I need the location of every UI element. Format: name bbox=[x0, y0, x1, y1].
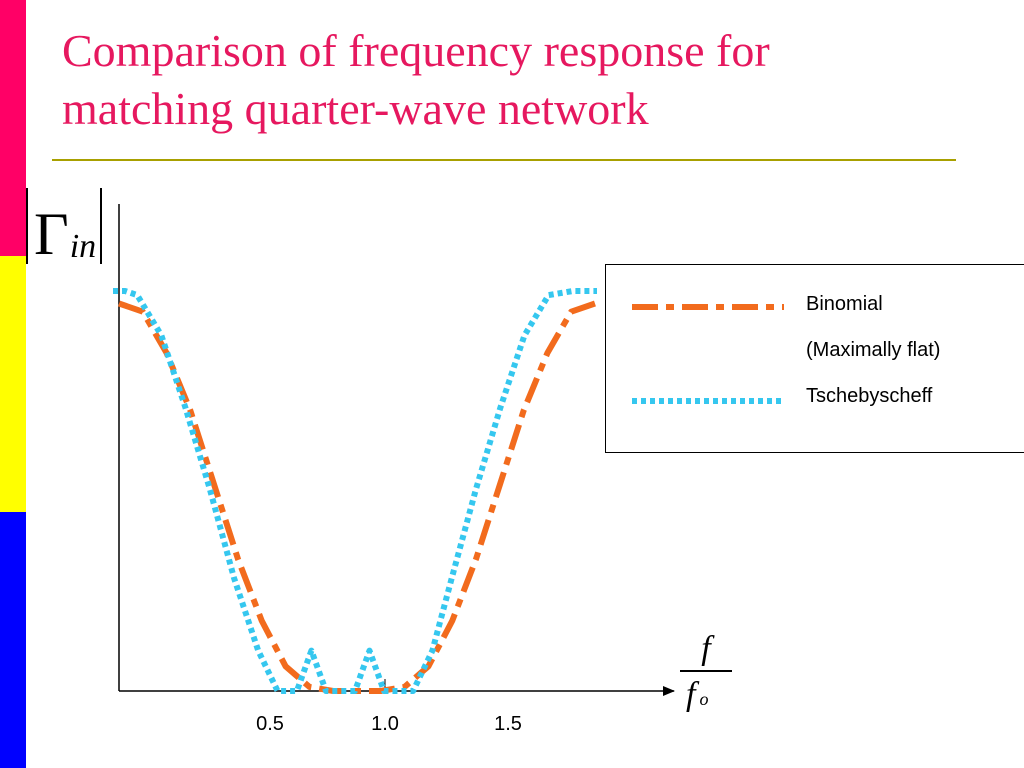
legend-label-binomial-subtitle: (Maximally flat) bbox=[806, 339, 941, 361]
gamma-subscript: in bbox=[69, 228, 97, 265]
legend-label-tschebyscheff: Tschebyscheff bbox=[806, 385, 933, 407]
side-bar-pink bbox=[0, 0, 26, 256]
abs-bar-right bbox=[100, 188, 103, 264]
x-tick-label: 1.0 bbox=[371, 713, 399, 735]
y-axis-label: Γ in bbox=[26, 188, 103, 267]
title-line-2: matching quarter-wave network bbox=[62, 83, 649, 134]
legend: Binomial (Maximally flat) Tschebyscheff bbox=[605, 264, 1024, 453]
x-label-numerator: f bbox=[701, 630, 711, 667]
side-bar-yellow bbox=[0, 256, 26, 512]
x-tick-label: 0.5 bbox=[256, 713, 284, 735]
legend-sample-tschebyscheff bbox=[632, 398, 784, 404]
x-label-denominator-sub: o bbox=[699, 689, 709, 709]
series-tschebyscheff bbox=[113, 288, 597, 694]
series-lines bbox=[113, 288, 597, 694]
slide-title: Comparison of frequency response for mat… bbox=[62, 22, 962, 138]
legend-label-binomial: Binomial bbox=[806, 293, 883, 315]
x-tick-label: 1.5 bbox=[494, 713, 522, 735]
title-rule bbox=[52, 159, 956, 161]
x-ticks: 0.5 1.0 1.5 bbox=[256, 679, 522, 735]
legend-sample-binomial bbox=[632, 304, 784, 310]
side-bar-blue bbox=[0, 512, 26, 768]
x-label-fraction-bar bbox=[680, 670, 732, 672]
x-label-denominator-f: f bbox=[686, 676, 696, 713]
gamma-symbol: Γ bbox=[34, 201, 69, 267]
abs-bar-left bbox=[26, 188, 28, 264]
series-binomial bbox=[118, 300, 596, 694]
title-line-1: Comparison of frequency response for bbox=[62, 25, 770, 76]
